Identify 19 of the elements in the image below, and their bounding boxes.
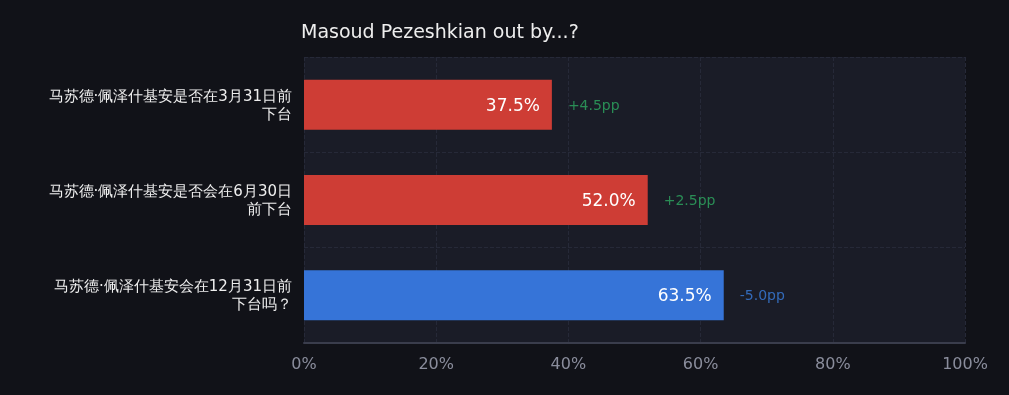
x-tick-label: 80% [815,353,851,373]
x-tick-label: 0% [291,353,317,373]
chart-title: Masoud Pezeshkian out by...? [301,19,579,42]
bar [304,79,552,130]
x-tick-label: 60% [682,353,719,373]
y-tick-label: 马苏德·佩泽什基安会在12月31日前下台吗？ [54,277,292,314]
data-label: 52.0% [581,190,636,210]
bar [304,270,724,321]
data-label: 37.5% [485,94,540,115]
bar [304,175,648,225]
y-tick-label: 马苏德·佩泽什基安是否在3月31日前下台 [48,86,292,123]
x-tick-label: 100% [942,353,988,373]
annotation: -5.0pp [739,287,785,304]
y-tick-label: 马苏德·佩泽什基安是否会在6月30日前下台 [48,182,292,218]
data-label: 63.5% [657,285,712,306]
x-tick-label: 20% [418,353,454,373]
x-tick-label: 40% [550,353,587,373]
annotation: +4.5pp [567,96,620,113]
annotation: +2.5pp [663,192,716,208]
